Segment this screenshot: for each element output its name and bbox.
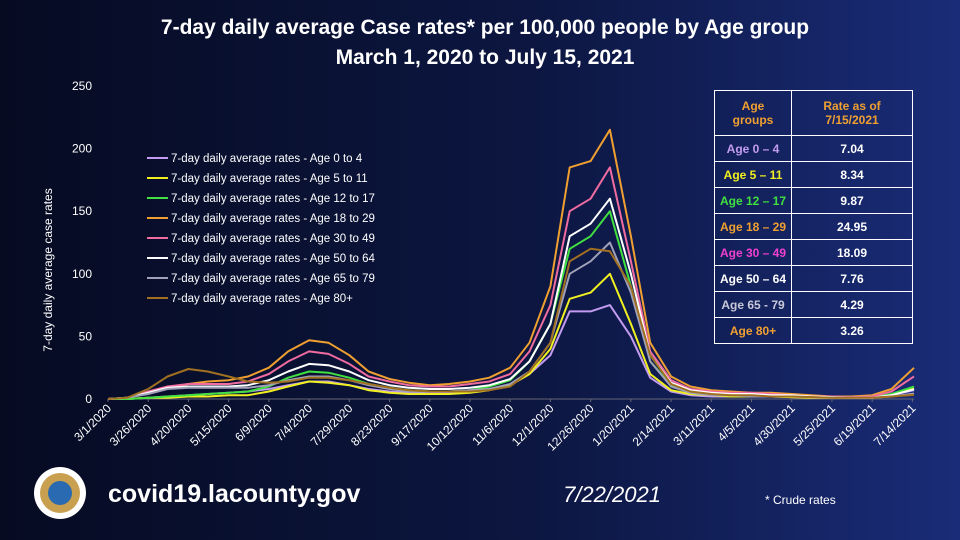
rate-value: 7.04 (791, 135, 913, 162)
table-row: Age 80+ 3.26 (713, 317, 913, 344)
age-group: Age 18 – 29 (713, 213, 793, 240)
table-row: Age 65 - 79 4.29 (713, 291, 913, 318)
rate-value: 18.09 (791, 239, 913, 266)
table-header-row: Age groups Rate as of 7/15/2021 (713, 90, 913, 136)
legend-label: 7-day daily average rates - Age 80+ (171, 293, 353, 305)
age-group: Age 80+ (713, 317, 793, 344)
x-tick-label: 2/14/2021 (630, 401, 678, 449)
age-group: Age 65 - 79 (713, 291, 793, 318)
footnote: * Crude rates (765, 493, 836, 507)
table-header: Rate as of 7/15/2021 (791, 90, 913, 136)
series-line (107, 197, 915, 400)
x-tick-label: 6/19/2021 (831, 401, 879, 449)
legend-label: 7-day daily average rates - Age 12 to 17 (171, 193, 375, 205)
table-row: Age 12 – 17 9.87 (713, 187, 913, 214)
age-group: Age 0 – 4 (713, 135, 793, 162)
rate-value: 24.95 (791, 213, 913, 240)
age-group: Age 30 – 49 (713, 239, 793, 266)
y-tick-label: 150 (72, 204, 92, 218)
table-row: Age 5 – 11 8.34 (713, 161, 913, 188)
y-tick-label: 100 (72, 267, 92, 281)
seal (34, 467, 86, 519)
x-tick-label: 3/11/2021 (670, 401, 717, 448)
y-tick-label: 50 (79, 329, 93, 343)
x-tick-label: 1/20/2021 (589, 401, 637, 449)
x-tick-label: 4/20/2020 (147, 401, 195, 449)
table-row: Age 18 – 29 24.95 (713, 213, 913, 240)
legend-label: 7-day daily average rates - Age 5 to 11 (171, 173, 368, 185)
chart-subtitle: March 1, 2020 to July 15, 2021 (336, 46, 635, 69)
website: covid19.lacounty.gov (108, 480, 360, 508)
table-row: Age 0 – 4 7.04 (713, 135, 913, 162)
x-tick-label: 11/6/2020 (469, 401, 516, 448)
date: 7/22/2021 (563, 482, 661, 507)
age-group: Age 50 – 64 (713, 265, 793, 292)
legend-label: 7-day daily average rates - Age 50 to 64 (171, 253, 376, 265)
x-tick-label: 3/26/2020 (107, 401, 155, 449)
x-tick-label: 7/29/2020 (308, 401, 356, 449)
y-tick-label: 0 (85, 392, 92, 406)
x-tick-label: 5/15/2020 (187, 401, 235, 449)
table-header: Age groups (713, 90, 793, 136)
legend-label: 7-day daily average rates - Age 65 to 79 (171, 273, 375, 285)
age-group: Age 5 – 11 (713, 161, 793, 188)
legend-label: 7-day daily average rates - Age 18 to 29 (171, 213, 375, 225)
x-tick-label: 6/9/2020 (232, 401, 275, 444)
chart-title: 7-day daily average Case rates* per 100,… (161, 16, 809, 39)
legend-label: 7-day daily average rates - Age 0 to 4 (171, 153, 363, 165)
rate-value: 4.29 (791, 291, 913, 318)
legend-label: 7-day daily average rates - Age 30 to 49 (171, 233, 375, 245)
table-row: Age 50 – 64 7.76 (713, 265, 913, 292)
age-group: Age 12 – 17 (713, 187, 793, 214)
x-tick-label: 7/14/2021 (871, 401, 919, 449)
y-axis-label: 7-day daily average case rates (41, 188, 55, 351)
y-tick-label: 200 (72, 142, 92, 156)
rate-value: 9.87 (791, 187, 913, 214)
y-tick-label: 250 (72, 79, 92, 93)
series-line (107, 128, 915, 400)
table-row: Age 30 – 49 18.09 (713, 239, 913, 266)
series-line (107, 247, 915, 400)
rate-value: 8.34 (791, 161, 913, 188)
rate-value: 7.76 (791, 265, 913, 292)
x-tick-label: 8/23/2020 (348, 401, 396, 449)
x-tick-label: 4/30/2021 (750, 401, 798, 449)
x-tick-label: 5/25/2021 (790, 401, 838, 449)
rate-value: 3.26 (791, 317, 913, 344)
